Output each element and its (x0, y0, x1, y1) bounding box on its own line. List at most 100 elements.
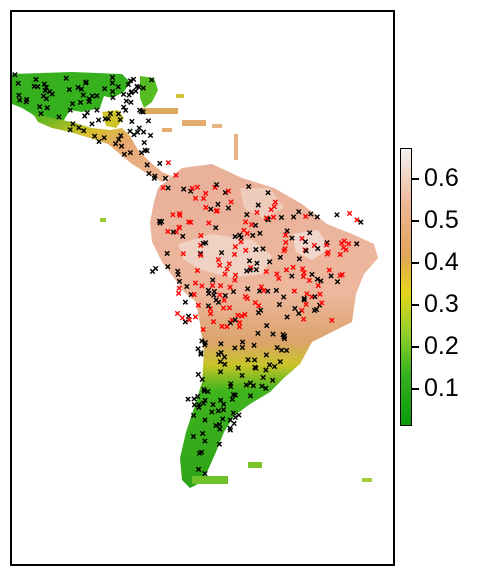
occurrence-marker-black (296, 310, 302, 317)
occurrence-marker-black (24, 96, 30, 103)
occurrence-marker-black (290, 214, 297, 220)
occurrence-marker-black (152, 265, 159, 272)
occurrence-marker-black (86, 98, 92, 105)
occurrence-marker-black (81, 127, 87, 134)
occurrence-marker-red (174, 310, 181, 317)
occurrence-marker-black (148, 77, 155, 83)
legend-tick-mark (412, 178, 419, 180)
occurrence-marker-black (354, 241, 360, 247)
occurrence-marker-red (263, 215, 270, 221)
occurrence-marker-red (275, 275, 282, 282)
legend-tick-label-0.3: 0.3 (424, 290, 459, 318)
occurrence-marker-black (180, 186, 187, 192)
occurrence-marker-black (247, 267, 253, 273)
occurrence-marker-black (185, 313, 192, 319)
occurrence-marker-red (261, 287, 267, 294)
occurrence-marker-black (194, 393, 201, 400)
occurrence-marker-red (291, 288, 298, 294)
occurrence-marker-black (218, 341, 224, 347)
occurrence-marker-black (147, 132, 154, 139)
occurrence-marker-red (244, 230, 250, 237)
occurrence-marker-red (186, 317, 193, 323)
occurrence-marker-red (209, 282, 216, 289)
lesser-antilles-island (234, 134, 238, 160)
occurrence-marker-black (15, 80, 21, 86)
occurrence-marker-black (303, 248, 309, 254)
occurrence-marker-black (277, 359, 283, 365)
occurrence-marker-red (217, 283, 224, 289)
occurrence-marker-red (254, 209, 260, 216)
occurrence-marker-black (309, 271, 315, 278)
occurrence-marker-black (277, 254, 284, 260)
occurrence-marker-black (259, 383, 265, 389)
occurrence-marker-black (215, 408, 222, 414)
occurrence-marker-black (115, 111, 122, 117)
occurrence-marker-black (289, 273, 295, 279)
occurrence-marker-black (215, 299, 222, 305)
marker-layer (12, 72, 364, 477)
legend-tick-mark (412, 262, 419, 264)
occurrence-marker-red (325, 249, 331, 255)
occurrence-marker-black (358, 219, 364, 225)
occurrence-marker-red (199, 283, 205, 289)
occurrence-marker-black (263, 352, 270, 358)
occurrence-marker-red (301, 270, 307, 276)
occurrence-marker-black (94, 93, 100, 99)
occurrence-marker-black (250, 232, 256, 239)
occurrence-marker-red (339, 271, 345, 278)
occurrence-marker-black (43, 95, 50, 102)
occurrence-marker-red (226, 305, 233, 311)
occurrence-marker-red (210, 319, 217, 325)
occurrence-marker-black (151, 175, 157, 182)
occurrence-marker-black (232, 414, 238, 421)
occurrence-marker-black (201, 388, 208, 394)
occurrence-marker-black (157, 220, 163, 226)
occurrence-marker-black (33, 76, 39, 83)
occurrence-marker-red (208, 310, 214, 317)
occurrence-marker-red (256, 303, 262, 309)
occurrence-marker-black (229, 396, 236, 402)
occurrence-marker-red (179, 315, 186, 321)
occurrence-marker-black (209, 409, 215, 415)
occurrence-marker-black (94, 107, 100, 113)
occurrence-marker-black (80, 92, 86, 98)
occurrence-marker-black (312, 294, 318, 300)
occurrence-marker-red (215, 256, 222, 263)
occurrence-marker-black (78, 86, 85, 92)
occurrence-marker-black (217, 359, 224, 365)
occurrence-marker-black (253, 246, 259, 253)
occurrence-marker-black (202, 417, 208, 423)
occurrence-marker-red (258, 284, 265, 290)
occurrence-marker-black (236, 412, 242, 418)
occurrence-marker-black (208, 206, 214, 212)
occurrence-marker-black (200, 400, 207, 406)
occurrence-marker-black (213, 422, 219, 429)
occurrence-marker-black (195, 371, 202, 378)
occurrence-marker-black (196, 401, 202, 408)
occurrence-marker-red (175, 290, 182, 296)
occurrence-marker-black (232, 392, 239, 398)
occurrence-marker-black (202, 397, 208, 404)
occurrence-marker-red (274, 271, 280, 277)
occurrence-marker-black (257, 230, 263, 237)
occurrence-marker-black (278, 214, 285, 221)
occurrence-marker-black (138, 150, 145, 156)
occurrence-marker-black (247, 380, 254, 386)
jamaica-island (162, 128, 172, 132)
occurrence-marker-red (160, 184, 166, 191)
occurrence-marker-black (199, 430, 206, 437)
occurrence-marker-red (219, 323, 225, 330)
occurrence-marker-black (127, 78, 134, 84)
map-plot-frame (10, 10, 395, 566)
hispaniola-island (182, 120, 206, 126)
occurrence-marker-black (239, 372, 245, 379)
occurrence-marker-black (255, 202, 261, 208)
occurrence-marker-black (307, 230, 313, 236)
occurrence-marker-red (217, 292, 223, 298)
occurrence-marker-black (123, 98, 130, 104)
occurrence-marker-black (109, 88, 116, 95)
occurrence-marker-black (215, 351, 222, 358)
occurrence-marker-red (231, 251, 238, 258)
occurrence-marker-red (220, 305, 227, 311)
occurrence-marker-black (112, 140, 119, 147)
